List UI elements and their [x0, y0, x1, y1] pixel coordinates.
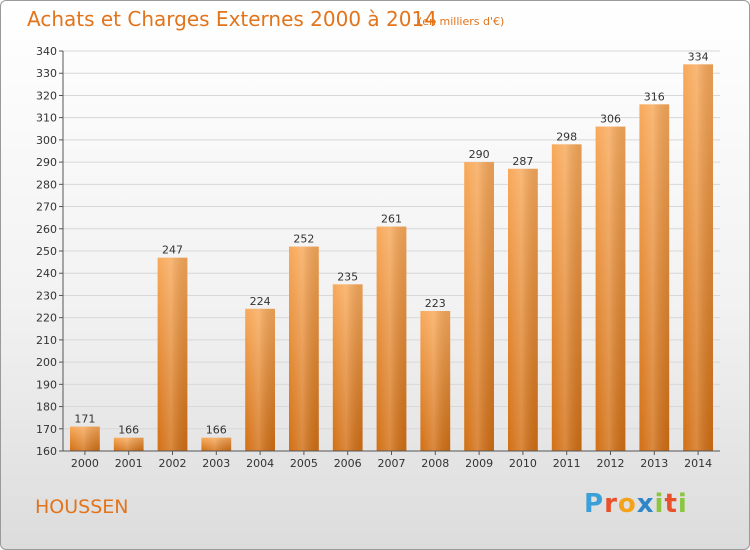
y-tick-label: 280 — [36, 178, 57, 191]
logo-letter: o — [617, 489, 637, 519]
y-tick-label: 240 — [36, 267, 57, 280]
bar-shine — [289, 246, 319, 451]
town-name: HOUSSEN — [35, 496, 129, 518]
logo-letter: t — [664, 489, 678, 519]
x-tick-label: 2011 — [553, 457, 581, 470]
bar-shine — [639, 104, 670, 451]
bar-shine — [332, 284, 363, 451]
bar-shine — [157, 257, 188, 451]
data-label: 252 — [293, 233, 314, 246]
bar-shine — [508, 168, 538, 451]
bar-shine — [376, 226, 407, 451]
x-tick-label: 2013 — [640, 457, 668, 470]
y-tick-label: 210 — [36, 334, 57, 347]
y-tick-label: 260 — [36, 223, 57, 236]
bars — [70, 64, 713, 452]
y-tick-label: 180 — [36, 401, 57, 414]
x-tick-label: 2012 — [597, 457, 625, 470]
x-tick-label: 2005 — [290, 457, 318, 470]
y-tick-label: 230 — [36, 289, 57, 302]
logo-letter: i — [677, 489, 688, 519]
bar-shine — [245, 308, 275, 451]
x-tick-label: 2006 — [334, 457, 362, 470]
data-label: 223 — [425, 297, 446, 310]
data-label: 235 — [337, 270, 358, 283]
data-label: 247 — [162, 244, 183, 257]
y-tick-label: 290 — [36, 156, 57, 169]
y-tick-label: 250 — [36, 245, 57, 258]
bar-shine — [595, 126, 626, 452]
data-label: 334 — [688, 50, 709, 63]
proxiti-logo[interactable]: Proxiti — [584, 489, 688, 519]
logo-letter: i — [654, 489, 665, 519]
bar-shine — [70, 426, 100, 451]
data-label: 306 — [600, 113, 621, 126]
x-tick-label: 2001 — [115, 457, 143, 470]
data-label: 224 — [250, 295, 271, 308]
logo-letter: x — [636, 489, 655, 519]
y-tick-label: 160 — [36, 445, 57, 458]
x-tick-label: 2004 — [246, 457, 274, 470]
x-tick-label: 2009 — [465, 457, 493, 470]
data-label: 261 — [381, 213, 402, 226]
y-tick-label: 170 — [36, 423, 57, 436]
data-label: 171 — [74, 413, 95, 426]
bar-shine — [113, 437, 144, 451]
x-tick-label: 2008 — [421, 457, 449, 470]
chart-title: Achats et Charges Externes 2000 à 2014 — [27, 7, 437, 31]
data-label: 316 — [644, 90, 665, 103]
data-label: 166 — [206, 424, 227, 437]
data-label: 298 — [556, 130, 577, 143]
bar-shine — [551, 144, 582, 452]
y-tick-label: 320 — [36, 89, 57, 102]
y-tick-label: 300 — [36, 134, 57, 147]
x-tick-label: 2003 — [202, 457, 230, 470]
axes: 160 170 180 190 200 210 220 230 240 250 260 270 280 2… — [36, 45, 720, 470]
y-tick-label: 220 — [36, 312, 57, 325]
y-tick-label: 340 — [36, 45, 57, 58]
x-tick-label: 2007 — [378, 457, 406, 470]
logo-letter: P — [584, 489, 605, 519]
data-label: 290 — [469, 148, 490, 161]
bar-shine — [420, 311, 451, 451]
x-tick-label: 2014 — [684, 457, 712, 470]
data-labels: 171 166 247 166 224 252 235 261 223 290 287 298 306 3… — [74, 50, 708, 436]
bar-shine — [201, 437, 232, 451]
bar-shine — [464, 162, 494, 451]
y-tick-label: 330 — [36, 67, 57, 80]
chart-subtitle: (en milliers d'€) — [418, 15, 505, 28]
x-tick-label: 2002 — [159, 457, 187, 470]
logo-letter: r — [604, 489, 618, 519]
y-tick-label: 190 — [36, 378, 57, 391]
x-tick-label: 2010 — [509, 457, 537, 470]
y-tick-label: 200 — [36, 356, 57, 369]
y-tick-label: 270 — [36, 201, 57, 214]
data-label: 287 — [512, 155, 533, 168]
x-tick-label: 2000 — [71, 457, 99, 470]
data-label: 166 — [118, 424, 139, 437]
y-tick-label: 310 — [36, 112, 57, 125]
bar-shine — [683, 64, 713, 452]
